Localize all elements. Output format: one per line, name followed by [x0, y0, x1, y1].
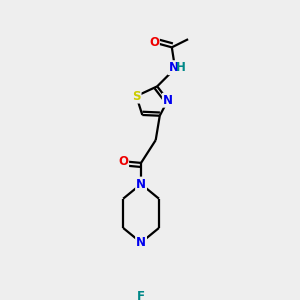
Text: H: H — [176, 61, 186, 74]
Text: S: S — [132, 90, 141, 103]
Text: F: F — [137, 290, 145, 300]
Text: O: O — [118, 155, 128, 168]
Text: N: N — [163, 94, 173, 107]
Text: N: N — [169, 61, 178, 74]
Text: N: N — [136, 178, 146, 190]
Text: O: O — [149, 36, 159, 49]
Text: N: N — [136, 236, 146, 249]
